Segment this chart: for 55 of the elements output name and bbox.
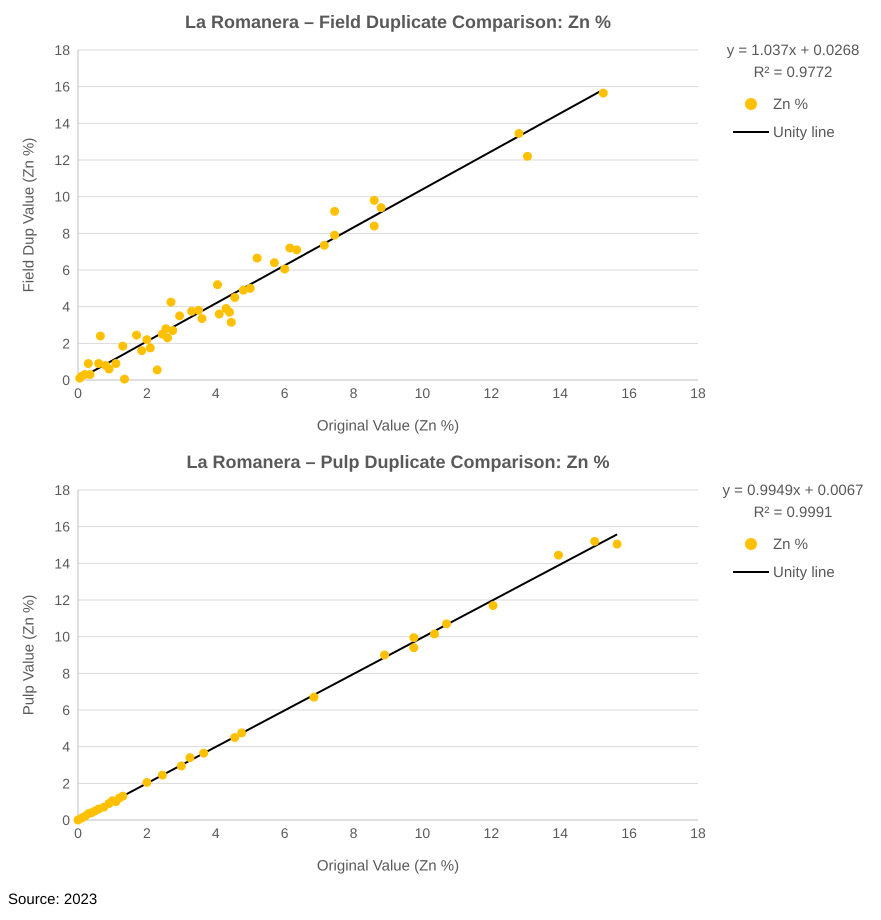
x-tick-label: 18 [690,384,706,401]
x-tick-label: 8 [350,824,358,841]
legend-label: Unity line [773,564,835,580]
y-tick-label: 2 [62,775,70,792]
text: R² = 0.9772 [752,63,834,83]
x-tick-label: 10 [414,384,430,401]
y-tick-label: 16 [54,78,70,95]
x-tick-label: 10 [414,824,430,841]
y-axis-title: Field Dup Value (Zn %) [20,138,38,292]
y-tick-label: 8 [62,225,70,242]
y-tick-label: 18 [54,42,70,58]
x-tick-label: 14 [552,384,568,401]
y-tick-label: 10 [54,188,70,205]
x-axis-title: Original Value (Zn %) [316,418,460,435]
legend-label: Zn % [773,536,808,552]
x-tick-label: 0 [74,824,82,841]
y-tick-label: 14 [54,115,70,132]
x-tick-label: 12 [484,824,500,841]
y-tick-label: 12 [54,592,70,608]
chart-title: La Romanera – Pulp Duplicate Comparison: Zn % [185,452,611,473]
x-tick-label: 16 [621,384,638,401]
x-tick-label: 4 [212,384,220,401]
x-tick-label: 16 [621,824,638,841]
chart-title: La Romanera – Field Duplicate Comparison: Zn % [184,12,612,33]
x-tick-label: 6 [280,824,289,841]
y-tick-label: 4 [62,298,70,315]
y-tick-label: 4 [62,738,70,755]
y-tick-label: 2 [62,335,70,352]
x-tick-label: 2 [142,824,151,841]
x-tick-label: 2 [142,384,151,401]
y-tick-label: 8 [62,665,70,682]
text: R² = 0.9991 [752,503,834,523]
y-tick-label: 12 [54,152,70,168]
x-tick-label: 4 [212,824,220,841]
y-tick-label: 0 [62,812,70,828]
y-tick-label: 14 [54,555,70,572]
x-tick-label: 14 [552,824,568,841]
y-tick-label: 18 [54,482,70,498]
legend-label: Zn % [773,96,808,112]
y-axis-title: Pulp Value (Zn %) [20,594,38,716]
source-note: Source: 2023 [8,891,98,908]
y-tick-label: 0 [62,372,70,388]
text: y = 1.037x + 0.0268 [726,41,860,61]
x-axis-title: Original Value (Zn %) [316,858,460,875]
x-tick-label: 0 [74,384,82,401]
x-tick-label: 18 [690,824,706,841]
y-tick-label: 16 [54,518,70,535]
x-tick-label: 8 [350,384,358,401]
text: y = 0.9949x + 0.0067 [722,481,864,501]
y-tick-label: 10 [54,628,70,645]
x-tick-label: 6 [280,384,289,401]
legend-label: Unity line [773,124,835,140]
x-tick-label: 12 [484,384,500,401]
y-tick-label: 6 [62,262,70,278]
y-tick-label: 6 [62,702,70,718]
